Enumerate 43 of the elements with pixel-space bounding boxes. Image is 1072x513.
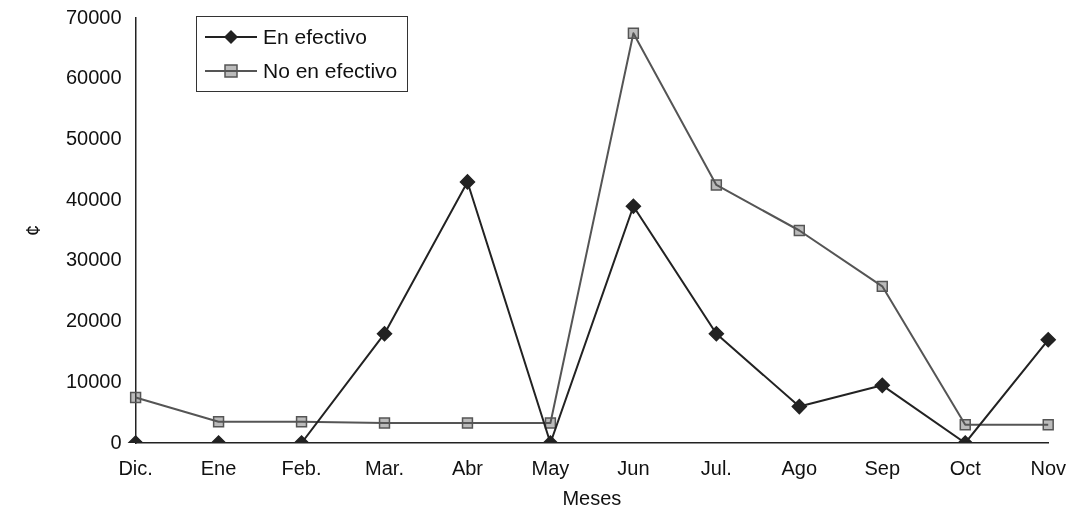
point <box>129 391 142 404</box>
point <box>791 398 808 415</box>
y-tick-label: 50000 <box>65 126 122 149</box>
y-tick-label: 0 <box>110 430 122 453</box>
x-tick-label: Sep <box>864 456 901 479</box>
point <box>1040 332 1056 348</box>
y-tick-label: 60000 <box>65 66 122 89</box>
x-tick-label: Ene <box>200 456 237 479</box>
y-tick-label: 10000 <box>65 369 122 392</box>
point <box>959 419 971 431</box>
point <box>708 325 725 342</box>
point <box>625 198 642 214</box>
x-tick-label: Abr <box>451 456 484 479</box>
x-axis-title: Meses <box>562 486 622 509</box>
x-tick-label: Feb. <box>281 456 322 479</box>
x-tick-label: Ago <box>781 456 818 479</box>
point <box>461 417 474 429</box>
y-tick-label: 70000 <box>65 5 122 28</box>
point <box>627 27 640 39</box>
legend-label: No en efectivo <box>263 59 398 83</box>
x-tick-label: Jul. <box>700 456 732 479</box>
point <box>378 417 391 429</box>
point <box>459 174 476 190</box>
point <box>295 416 308 428</box>
x-tick-label: Jun <box>617 456 650 479</box>
point <box>376 325 393 342</box>
x-tick-label: Dic. <box>118 456 153 479</box>
point <box>1042 419 1054 431</box>
x-tick-label: Mar. <box>365 456 404 479</box>
point <box>793 224 806 237</box>
x-tick-label: May <box>531 456 570 479</box>
y-tick-label: 30000 <box>65 248 122 271</box>
point <box>710 179 723 191</box>
y-tick-label: 20000 <box>65 309 122 332</box>
y-axis-title: ¢ <box>21 224 44 237</box>
point <box>874 377 891 394</box>
x-tick-label: Nov <box>1030 456 1067 479</box>
x-tick-label: Oct <box>949 456 982 479</box>
legend-label: En efectivo <box>263 25 367 49</box>
point <box>212 416 225 428</box>
y-tick-label: 40000 <box>65 187 122 210</box>
point <box>876 280 888 293</box>
point <box>544 417 557 429</box>
